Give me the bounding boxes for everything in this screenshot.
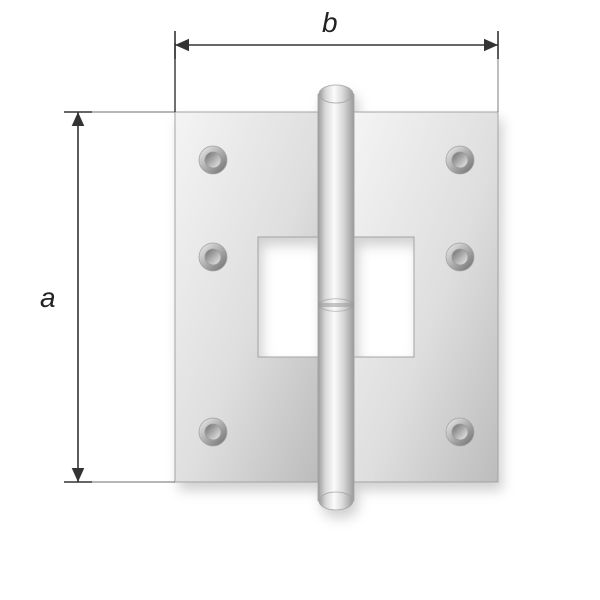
- diagram-stage: a b: [0, 0, 600, 600]
- dimension-label-b: b: [322, 7, 338, 39]
- hinge-svg: [0, 0, 600, 600]
- dimension-label-a: a: [40, 282, 56, 314]
